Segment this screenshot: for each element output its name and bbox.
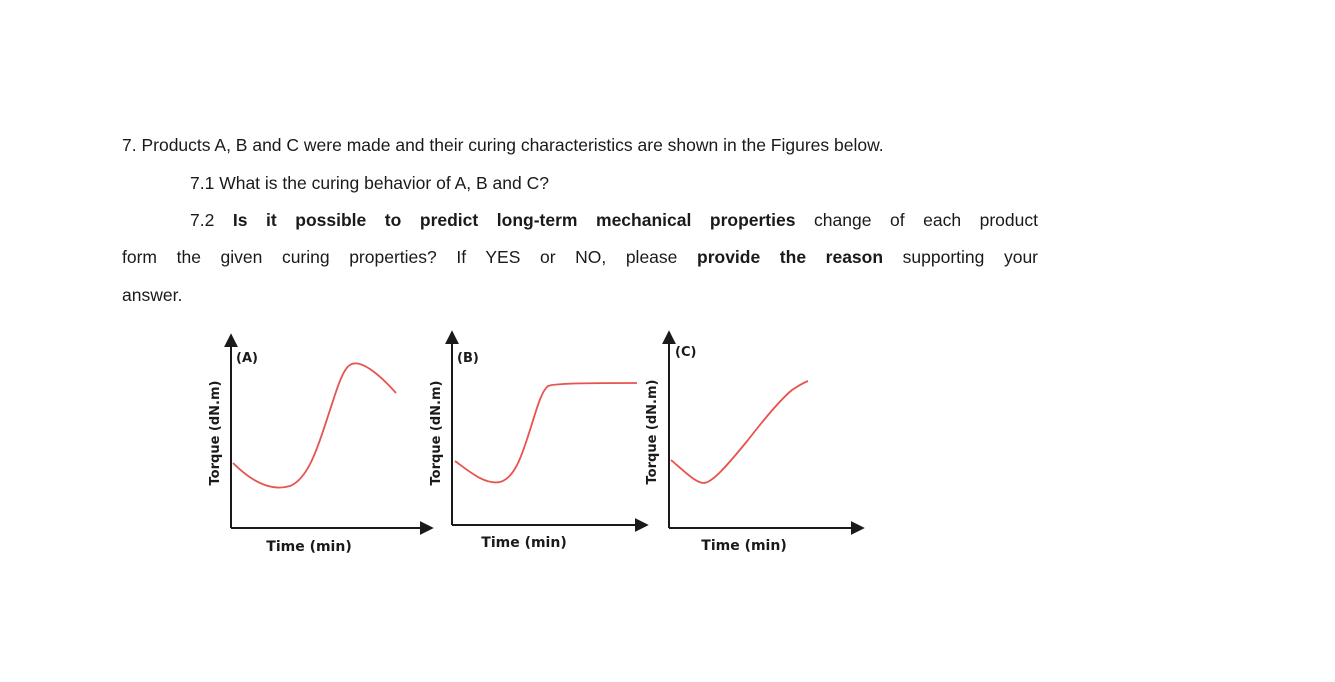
q72-bold-phrase: Is it possible to predict long-term mech… — [232, 210, 796, 230]
question-7-2-line3: answer. — [122, 285, 183, 305]
figure-b: (B) Time (min) Torque (dN.m) — [429, 330, 649, 551]
figure-a-curve — [232, 362, 397, 489]
figure-b-ylabel: Torque (dN.m) — [429, 381, 444, 486]
q72-line2-tail: supporting your — [883, 247, 1039, 267]
question-heading: 7. Products A, B and C were made and the… — [122, 135, 884, 155]
figure-b-curve — [454, 382, 638, 484]
figure-c-xlabel: Time (min) — [701, 538, 786, 554]
q72-line2-bold: provide the reason — [697, 247, 884, 267]
figure-b-xlabel: Time (min) — [481, 535, 566, 551]
q72-line2-text: form the given curing properties? If YES… — [122, 247, 697, 267]
figure-c-ylabel: Torque (dN.m) — [645, 380, 660, 485]
question-7-2-line1: 7.2 Is it possible to predict long-term … — [190, 209, 1038, 231]
question-7-1: 7.1 What is the curing behavior of A, B … — [190, 173, 549, 193]
question-7-2-line2: form the given curing properties? If YES… — [122, 246, 1038, 268]
figure-a-ylabel: Torque (dN.m) — [208, 381, 223, 486]
q72-number: 7.2 — [190, 210, 233, 230]
figure-c-label: (C) — [675, 345, 696, 360]
figure-c-curve — [670, 380, 809, 484]
figure-c: (C) Time (min) Torque (dN.m) — [645, 330, 865, 554]
figure-a-label: (A) — [236, 351, 258, 366]
figure-a: (A) Time (min) Torque (dN.m) — [208, 333, 434, 555]
figure-a-xlabel: Time (min) — [266, 539, 351, 555]
figure-b-label: (B) — [457, 351, 479, 366]
q72-tail: change of each product — [795, 210, 1038, 230]
